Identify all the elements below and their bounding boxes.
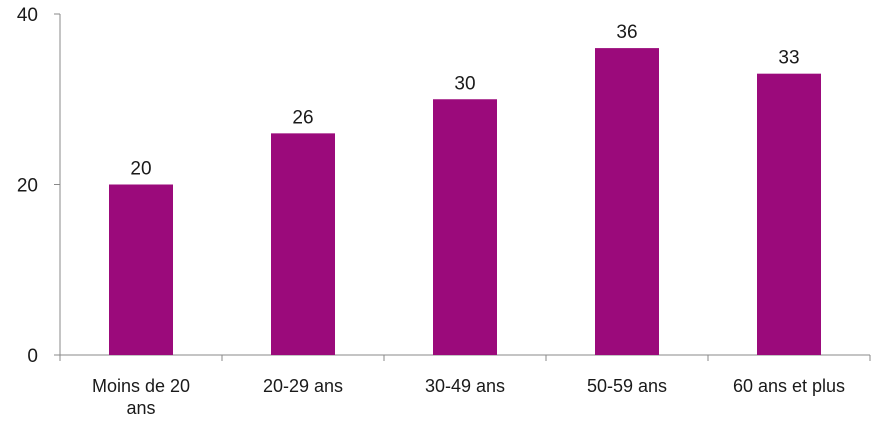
category-label: Moins de 20 — [92, 376, 190, 396]
bar-value-label: 30 — [454, 73, 475, 94]
bar — [109, 185, 173, 356]
bar-value-label: 33 — [778, 48, 799, 69]
category-label: 30-49 ans — [425, 376, 505, 396]
bar — [271, 133, 335, 355]
bar — [757, 74, 821, 355]
category-label: 60 ans et plus — [733, 376, 845, 396]
y-tick-label: 40 — [17, 5, 38, 26]
y-tick-label: 20 — [17, 176, 38, 197]
category-label: 50-59 ans — [587, 376, 667, 396]
category-label: 20-29 ans — [263, 376, 343, 396]
bar-value-label: 20 — [130, 159, 151, 180]
y-tick-label: 0 — [27, 346, 38, 367]
bar-value-label: 26 — [292, 107, 313, 128]
bar — [433, 99, 497, 355]
bar-value-label: 36 — [616, 22, 637, 43]
category-label: ans — [126, 398, 155, 418]
bar — [595, 48, 659, 355]
